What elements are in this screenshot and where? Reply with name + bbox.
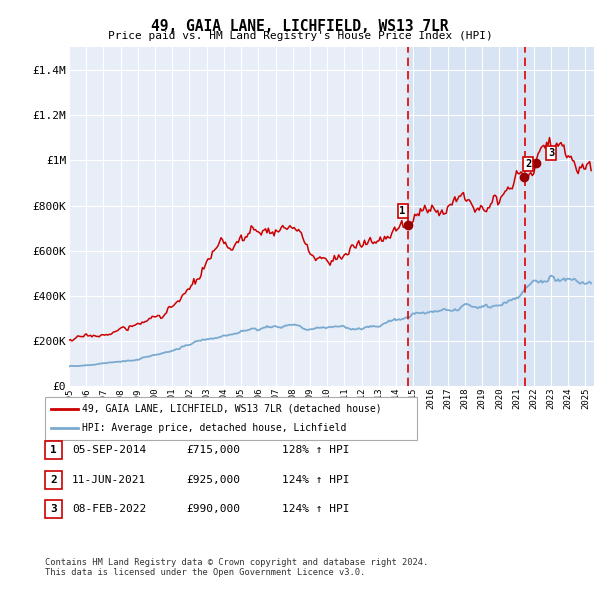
Bar: [408, 47, 594, 386]
Text: 1: 1: [50, 445, 57, 455]
Text: 08-FEB-2022: 08-FEB-2022: [72, 504, 146, 514]
Text: 11-JUN-2021: 11-JUN-2021: [72, 475, 146, 484]
Text: 49, GAIA LANE, LICHFIELD, WS13 7LR (detached house): 49, GAIA LANE, LICHFIELD, WS13 7LR (deta…: [82, 404, 382, 414]
Text: HPI: Average price, detached house, Lichfield: HPI: Average price, detached house, Lich…: [82, 423, 347, 432]
Text: 49, GAIA LANE, LICHFIELD, WS13 7LR: 49, GAIA LANE, LICHFIELD, WS13 7LR: [151, 19, 449, 34]
Text: Price paid vs. HM Land Registry's House Price Index (HPI): Price paid vs. HM Land Registry's House …: [107, 31, 493, 41]
Text: 2: 2: [525, 159, 532, 169]
Text: 2: 2: [50, 475, 57, 484]
Text: £990,000: £990,000: [186, 504, 240, 514]
Text: 128% ↑ HPI: 128% ↑ HPI: [282, 445, 349, 455]
Text: 124% ↑ HPI: 124% ↑ HPI: [282, 504, 349, 514]
Text: 124% ↑ HPI: 124% ↑ HPI: [282, 475, 349, 484]
Text: 3: 3: [50, 504, 57, 514]
Text: 05-SEP-2014: 05-SEP-2014: [72, 445, 146, 455]
Text: £925,000: £925,000: [186, 475, 240, 484]
Text: 3: 3: [548, 148, 554, 158]
Text: £715,000: £715,000: [186, 445, 240, 455]
Text: Contains HM Land Registry data © Crown copyright and database right 2024.
This d: Contains HM Land Registry data © Crown c…: [45, 558, 428, 577]
Text: 1: 1: [400, 206, 406, 216]
